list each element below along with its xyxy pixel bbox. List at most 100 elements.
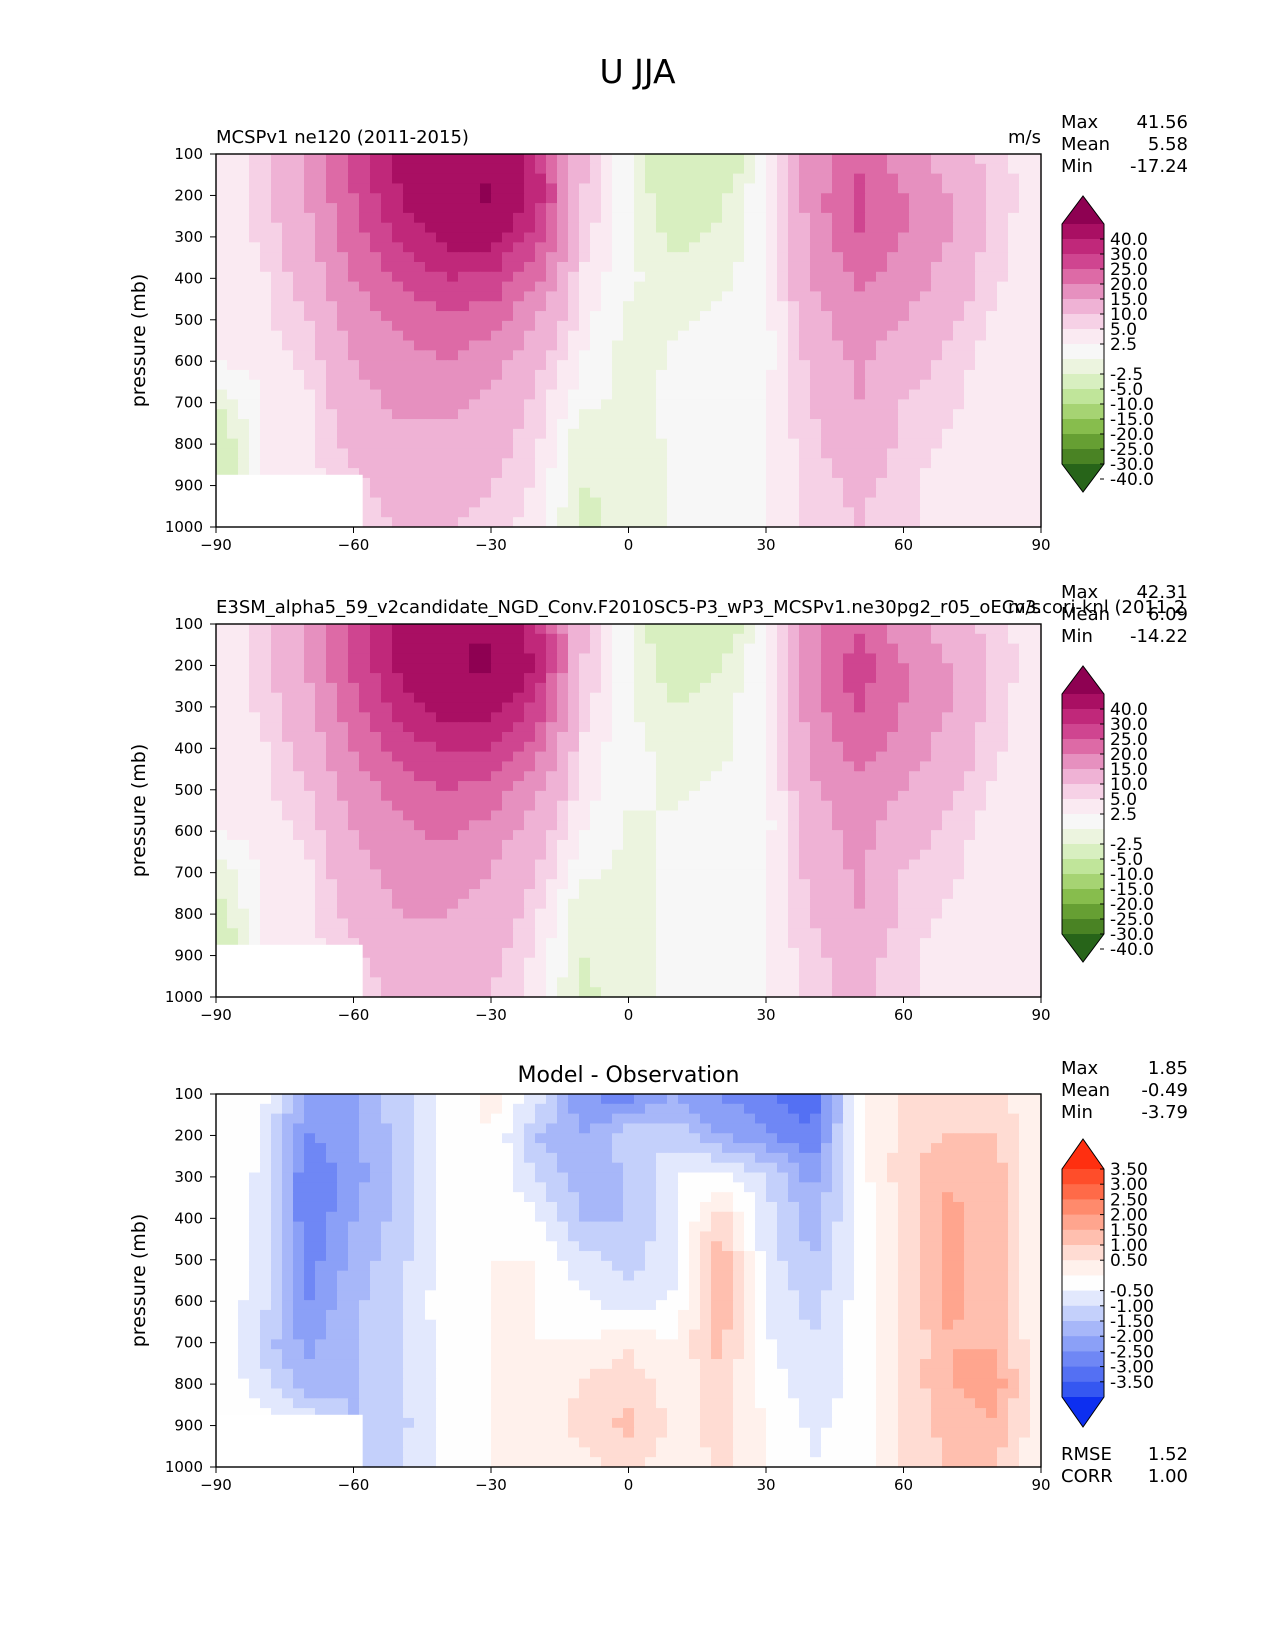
- contour-cell: [546, 497, 558, 508]
- contour-cell: [502, 643, 514, 655]
- contour-cell: [777, 222, 789, 234]
- contour-cell: [810, 722, 822, 733]
- contour-cell: [370, 702, 382, 713]
- contour-cell: [425, 487, 437, 499]
- contour-cell: [579, 379, 591, 391]
- contour-cell: [689, 751, 701, 763]
- contour-cell: [623, 291, 635, 302]
- contour-cell: [777, 193, 789, 204]
- contour-cell: [733, 252, 745, 263]
- contour-cell: [403, 497, 415, 508]
- contour-cell: [744, 193, 756, 204]
- contour-cell: [975, 222, 987, 234]
- contour-cell: [546, 458, 558, 469]
- contour-cell: [315, 849, 327, 861]
- contour-cell: [304, 448, 316, 459]
- contour-cell: [777, 517, 789, 528]
- contour-cell: [326, 448, 338, 459]
- contour-cell: [590, 468, 602, 479]
- contour-cell: [942, 320, 954, 332]
- contour-cell: [678, 849, 690, 861]
- contour-cell: [282, 731, 294, 743]
- contour-cell: [964, 311, 976, 322]
- contour-cell: [348, 692, 360, 704]
- contour-cell: [832, 360, 844, 371]
- contour-cell: [480, 849, 492, 861]
- contour-cell: [997, 173, 1009, 185]
- contour-cell: [590, 810, 602, 821]
- colorbar-segment: [1062, 404, 1104, 420]
- contour-cell: [546, 183, 558, 194]
- contour-cell: [799, 183, 811, 194]
- contour-cell: [667, 643, 679, 655]
- contour-cell: [403, 879, 415, 890]
- contour-cell: [403, 731, 415, 743]
- contour-cell: [271, 173, 283, 185]
- contour-cell: [975, 800, 987, 812]
- contour-cell: [513, 731, 525, 743]
- contour-cell: [744, 820, 756, 831]
- contour-cell: [491, 741, 503, 753]
- contour-cell: [821, 839, 833, 851]
- contour-cell: [381, 448, 393, 459]
- contour-cell: [942, 507, 954, 518]
- contour-cell: [975, 369, 987, 381]
- contour-cell: [733, 320, 745, 332]
- contour-cell: [953, 497, 965, 508]
- contour-cell: [634, 702, 646, 713]
- contour-cell: [557, 163, 569, 175]
- contour-cell: [898, 301, 910, 312]
- contour-cell: [843, 154, 855, 165]
- contour-cell: [326, 800, 338, 812]
- contour-cell: [887, 839, 899, 851]
- contour-cell: [623, 301, 635, 312]
- contour-cell: [227, 712, 239, 723]
- contour-cell: [634, 409, 646, 420]
- contour-cell: [909, 428, 921, 440]
- contour-cell: [821, 653, 833, 664]
- contour-cell: [810, 242, 822, 253]
- contour-cell: [601, 379, 613, 391]
- contour-cell: [623, 193, 635, 204]
- contour-cell: [997, 261, 1009, 273]
- contour-cell: [788, 173, 800, 185]
- contour-cell: [315, 369, 327, 381]
- contour-cell: [447, 839, 459, 851]
- contour-cell: [799, 712, 811, 723]
- contour-cell: [469, 859, 481, 870]
- contour-cell: [887, 624, 899, 635]
- contour-cell: [579, 173, 591, 185]
- contour-cell: [513, 517, 525, 528]
- contour-cell: [810, 173, 822, 185]
- contour-cell: [964, 624, 976, 635]
- contour-cell: [524, 458, 536, 469]
- contour-cell: [656, 653, 668, 664]
- contour-cell: [601, 340, 613, 351]
- contour-cell: [260, 653, 272, 664]
- contour-cell: [832, 301, 844, 312]
- contour-cell: [590, 281, 602, 293]
- contour-cell: [755, 859, 767, 870]
- contour-cell: [964, 330, 976, 342]
- contour-cell: [678, 360, 690, 371]
- contour-cell: [667, 487, 679, 499]
- contour-cell: [436, 869, 448, 880]
- contour-cell: [667, 193, 679, 204]
- contour-cell: [513, 653, 525, 664]
- contour-cell: [425, 497, 437, 508]
- contour-cell: [711, 477, 723, 489]
- contour-cell: [1030, 712, 1042, 723]
- contour-cell: [722, 261, 734, 273]
- contour-cell: [458, 722, 470, 733]
- contour-cell: [887, 203, 899, 214]
- contour-cell: [392, 458, 404, 469]
- contour-cell: [513, 281, 525, 293]
- contour-cell: [832, 487, 844, 499]
- contour-cell: [392, 222, 404, 234]
- contour-cell: [656, 193, 668, 204]
- contour-cell: [381, 781, 393, 792]
- contour-cell: [227, 771, 239, 782]
- contour-cell: [887, 633, 899, 645]
- contour-cell: [821, 849, 833, 861]
- contour-cell: [964, 428, 976, 440]
